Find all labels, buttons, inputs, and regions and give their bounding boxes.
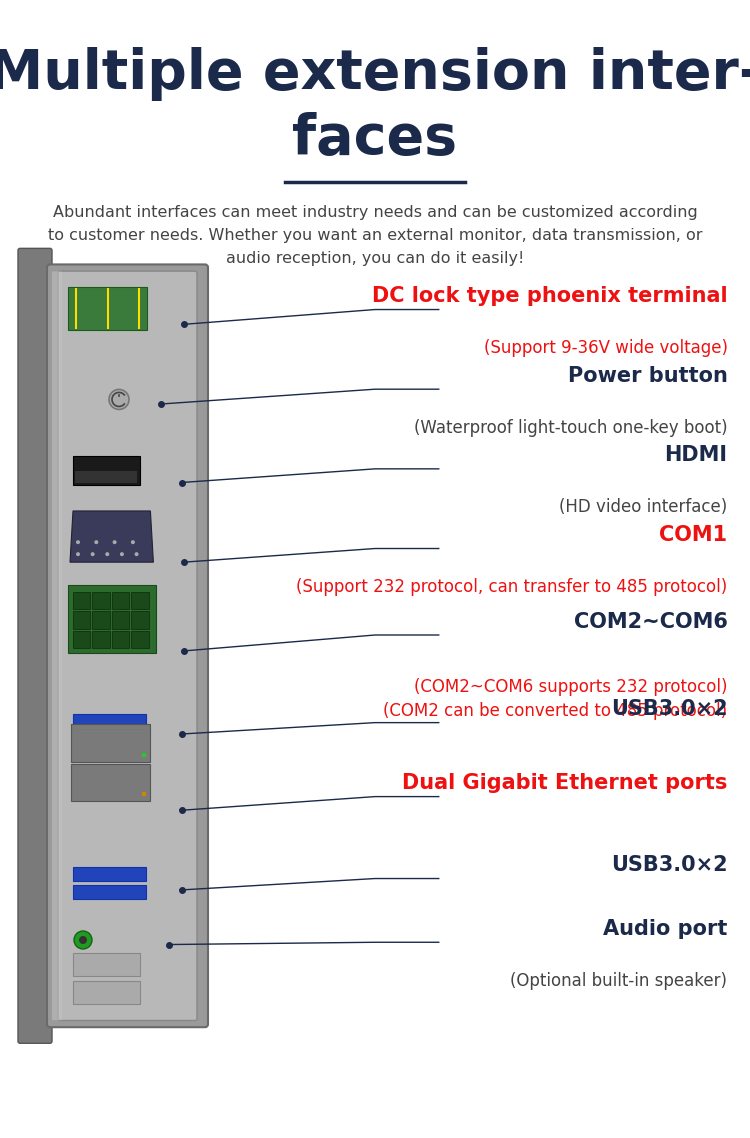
Bar — [73, 611, 91, 629]
Text: COM1: COM1 — [659, 525, 728, 545]
Circle shape — [79, 935, 87, 945]
Circle shape — [105, 552, 110, 556]
FancyBboxPatch shape — [52, 272, 62, 1020]
Text: Multiple extension inter-: Multiple extension inter- — [0, 47, 750, 101]
Bar — [131, 611, 148, 629]
Bar — [71, 764, 150, 801]
Circle shape — [76, 552, 80, 556]
Bar — [71, 724, 150, 761]
Text: (Support 9-36V wide voltage): (Support 9-36V wide voltage) — [484, 339, 728, 357]
Text: COM2~COM6: COM2~COM6 — [574, 611, 728, 632]
Text: Power button: Power button — [568, 365, 728, 386]
Bar — [131, 592, 148, 609]
Bar — [73, 981, 140, 1004]
Polygon shape — [70, 511, 154, 562]
Bar — [73, 884, 146, 899]
Bar — [73, 953, 140, 975]
Bar — [92, 630, 110, 649]
Text: USB3.0×2: USB3.0×2 — [610, 699, 728, 719]
Text: (Support 232 protocol, can transfer to 485 protocol): (Support 232 protocol, can transfer to 4… — [296, 578, 728, 596]
Bar — [73, 867, 146, 882]
Text: USB3.0×2: USB3.0×2 — [610, 855, 728, 875]
Bar — [92, 592, 110, 609]
Bar — [142, 792, 146, 797]
Bar — [75, 471, 137, 483]
FancyBboxPatch shape — [58, 271, 197, 1021]
Circle shape — [74, 931, 92, 949]
Bar — [112, 592, 130, 609]
Bar — [73, 630, 91, 649]
FancyBboxPatch shape — [18, 248, 52, 1044]
Text: Dual Gigabit Ethernet ports: Dual Gigabit Ethernet ports — [402, 773, 728, 793]
Bar — [68, 287, 147, 330]
Circle shape — [109, 389, 129, 410]
Circle shape — [120, 552, 124, 556]
Bar — [92, 611, 110, 629]
Bar — [73, 714, 146, 728]
Text: (HD video interface): (HD video interface) — [560, 498, 728, 517]
Text: (Waterproof light-touch one-key boot): (Waterproof light-touch one-key boot) — [414, 419, 728, 437]
Text: Abundant interfaces can meet industry needs and can be customized according
to c: Abundant interfaces can meet industry ne… — [48, 205, 702, 266]
Circle shape — [131, 541, 135, 544]
Bar — [73, 456, 140, 485]
Bar — [131, 630, 148, 649]
Bar — [73, 592, 91, 609]
Bar — [73, 731, 146, 745]
Text: (Optional built-in speaker): (Optional built-in speaker) — [511, 972, 728, 990]
Circle shape — [134, 552, 139, 556]
Circle shape — [76, 541, 80, 544]
Bar — [142, 752, 146, 757]
FancyBboxPatch shape — [47, 264, 208, 1028]
Text: Audio port: Audio port — [603, 918, 728, 939]
Circle shape — [91, 552, 94, 556]
Text: HDMI: HDMI — [664, 445, 728, 465]
Circle shape — [94, 541, 98, 544]
Bar — [112, 611, 130, 629]
Bar — [68, 585, 156, 653]
Text: DC lock type phoenix terminal: DC lock type phoenix terminal — [372, 286, 728, 306]
Text: faces: faces — [292, 112, 458, 166]
Circle shape — [112, 541, 116, 544]
Bar — [112, 630, 130, 649]
Text: (COM2~COM6 supports 232 protocol)
(COM2 can be converted to 485 protocol): (COM2~COM6 supports 232 protocol) (COM2 … — [383, 678, 728, 720]
